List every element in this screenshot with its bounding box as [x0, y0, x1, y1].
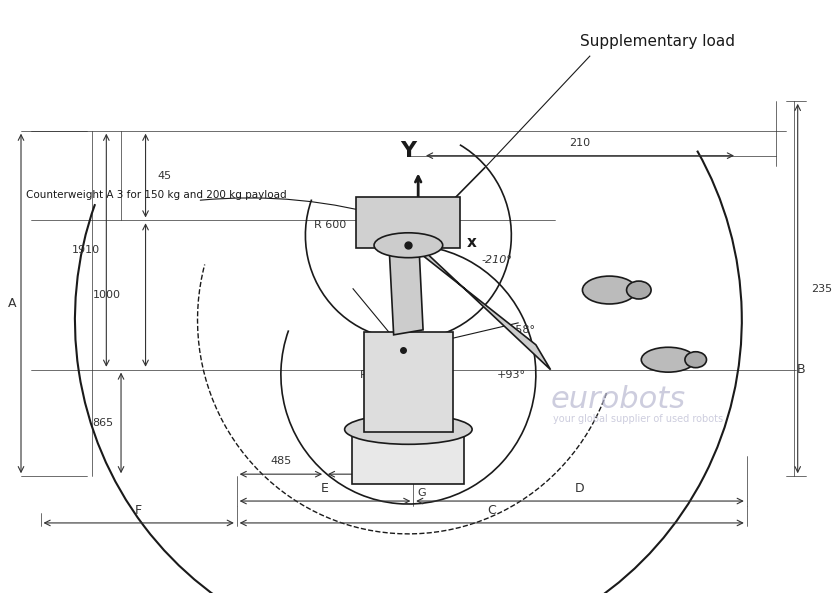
Text: F: F: [135, 504, 142, 517]
Text: 235: 235: [812, 283, 833, 293]
FancyBboxPatch shape: [364, 332, 452, 432]
Text: Y: Y: [400, 141, 416, 160]
Text: 45: 45: [157, 170, 171, 181]
Ellipse shape: [685, 352, 706, 368]
Ellipse shape: [374, 233, 443, 258]
Text: -210°: -210°: [482, 255, 513, 265]
Polygon shape: [404, 240, 551, 369]
Text: 410: 410: [359, 456, 380, 466]
Text: -40°: -40°: [428, 350, 451, 360]
Text: B: B: [797, 363, 805, 376]
Text: your global supplier of used robots: your global supplier of used robots: [553, 415, 722, 425]
Text: x: x: [467, 235, 477, 249]
Text: C: C: [487, 504, 496, 517]
Ellipse shape: [626, 281, 651, 299]
Ellipse shape: [641, 347, 696, 372]
Text: 1910: 1910: [71, 245, 99, 255]
Text: G: G: [417, 488, 426, 498]
Text: R720: R720: [359, 369, 389, 380]
Text: R 600: R 600: [314, 220, 346, 230]
Ellipse shape: [344, 415, 472, 444]
Text: Counterweight A 3 for 150 kg and 200 kg payload: Counterweight A 3 for 150 kg and 200 kg …: [26, 191, 287, 201]
Polygon shape: [389, 230, 423, 335]
Text: 210: 210: [569, 138, 590, 148]
FancyBboxPatch shape: [353, 435, 464, 484]
Text: eurobots: eurobots: [551, 385, 686, 414]
Text: D: D: [575, 482, 585, 495]
Text: 485: 485: [270, 456, 292, 466]
Text: 865: 865: [92, 418, 113, 428]
Ellipse shape: [583, 276, 636, 304]
Text: +93°: +93°: [497, 369, 526, 380]
Text: A: A: [8, 297, 17, 310]
Text: 1000: 1000: [93, 290, 121, 300]
Text: E: E: [321, 482, 329, 495]
Text: +58°: +58°: [507, 325, 535, 335]
FancyBboxPatch shape: [356, 197, 461, 248]
Text: Supplementary load: Supplementary load: [580, 34, 735, 49]
